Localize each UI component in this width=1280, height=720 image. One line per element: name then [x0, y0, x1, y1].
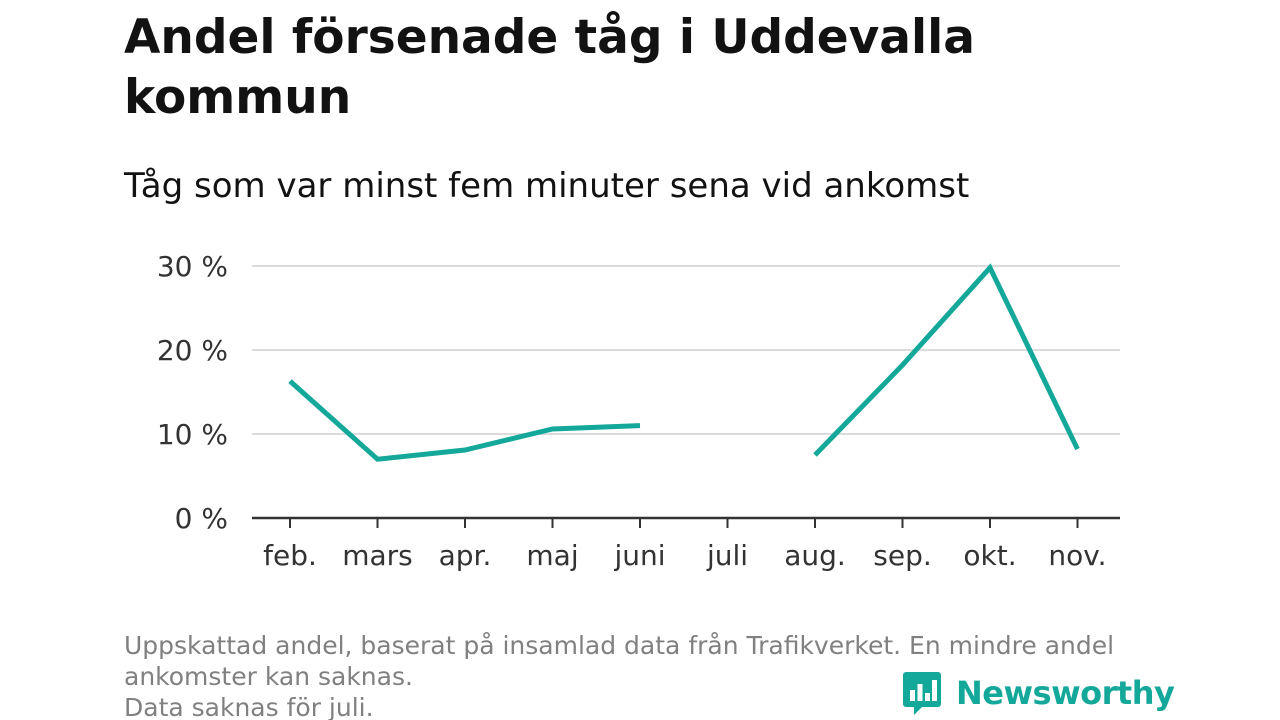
x-tick-label: feb. — [263, 539, 317, 572]
chart-subtitle: Tåg som var minst fem minuter sena vid a… — [124, 166, 970, 206]
x-tick-label: juli — [706, 539, 748, 572]
y-axis-tick-labels: 0 % 10 % 20 % 30 % — [157, 250, 228, 535]
series-line-segment — [813, 263, 1080, 457]
x-tick-label: mars — [342, 539, 413, 572]
x-tick-label: juni — [613, 539, 665, 572]
x-axis-tick-labels: feb. mars apr. maj juni juli aug. sep. okt. nov. — [263, 539, 1106, 572]
y-tick-label: 0 % — [175, 502, 228, 535]
chart-title-line-2: kommun — [124, 70, 352, 125]
y-tick-label: 20 % — [157, 334, 228, 367]
gridlines — [252, 265, 1120, 435]
x-axis-ticks — [289, 518, 1079, 528]
x-tick-label: nov. — [1048, 539, 1106, 572]
chart-title: Andel försenade tåg i Uddevalla kommun — [124, 8, 1024, 128]
y-tick-label: 30 % — [157, 250, 228, 283]
footnote: Uppskattad andel, baserat på insamlad da… — [124, 630, 1164, 720]
bar-chart-speech-bubble-icon — [903, 672, 941, 715]
x-tick-label: sep. — [873, 539, 932, 572]
footnote-line-1: Uppskattad andel, baserat på insamlad da… — [124, 631, 1115, 660]
y-tick-label: 10 % — [157, 418, 228, 451]
newsworthy-logo: Newsworthy — [902, 670, 1175, 716]
x-tick-label: maj — [526, 539, 578, 572]
x-tick-label: apr. — [439, 539, 492, 572]
footnote-line-3: Data saknas för juli. — [124, 693, 374, 720]
chart-title-line-1: Andel försenade tåg i Uddevalla — [124, 10, 975, 65]
footnote-line-2: ankomster kan saknas. — [124, 662, 413, 691]
x-tick-label: aug. — [784, 539, 846, 572]
series-line-segment — [288, 379, 641, 462]
x-tick-label: okt. — [963, 539, 1016, 572]
series-lines — [288, 263, 1080, 462]
logo-text: Newsworthy — [956, 674, 1175, 712]
